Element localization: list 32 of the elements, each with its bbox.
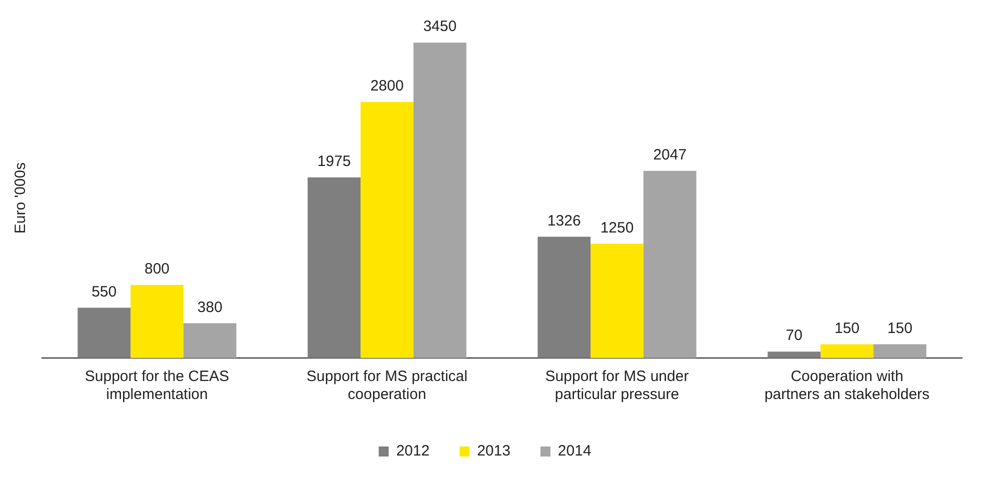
bar — [590, 244, 644, 358]
bar — [308, 177, 361, 358]
x-tick-label: Support for MS under particular pressure — [545, 368, 689, 404]
bar — [360, 102, 414, 358]
data-label: 2047 — [653, 146, 687, 164]
x-tick-label: Support for MS practical cooperation — [306, 368, 468, 404]
legend-label: 2014 — [558, 442, 592, 460]
data-label: 3450 — [423, 18, 457, 36]
bar — [643, 170, 696, 358]
data-label: 800 — [144, 260, 170, 278]
bar — [78, 308, 131, 358]
data-label: 550 — [92, 283, 117, 300]
data-label: 150 — [834, 320, 860, 337]
data-label: 380 — [197, 298, 222, 316]
data-label: 150 — [887, 320, 912, 337]
data-label: 70 — [786, 327, 802, 344]
data-label: 1326 — [547, 212, 581, 230]
y-axis-title: Euro '000s — [12, 162, 30, 234]
x-tick-label: Support for the CEAS implementation — [84, 368, 230, 404]
legend-label: 2013 — [477, 442, 510, 460]
data-label: 1975 — [317, 153, 351, 170]
bar — [538, 236, 591, 358]
bar — [130, 284, 184, 358]
data-label: 2800 — [370, 78, 404, 95]
data-label: 1250 — [600, 219, 634, 236]
legend-label: 2012 — [396, 442, 430, 460]
bar — [183, 323, 236, 358]
x-tick-label: Cooperation with partners an stakeholders — [764, 368, 930, 404]
bar — [820, 344, 874, 358]
bar — [413, 42, 466, 358]
bar — [768, 352, 821, 358]
bar — [873, 344, 926, 358]
